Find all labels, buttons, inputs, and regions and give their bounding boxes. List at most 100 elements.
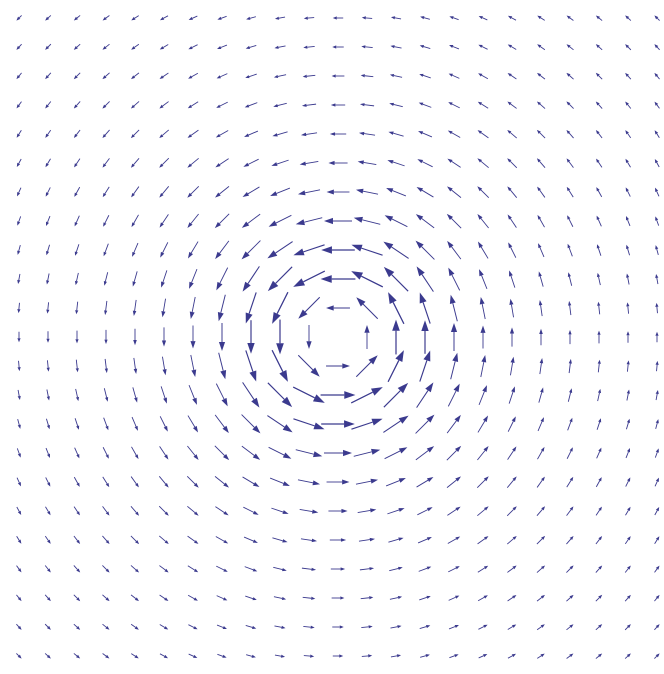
arrow-head [45,16,50,21]
arrow [446,213,462,229]
arrow [417,159,433,168]
arrow-head [47,453,50,458]
arrow [215,186,230,198]
arrow-head [76,654,81,659]
arrow-shaft [596,421,601,430]
arrow-head [626,302,630,307]
arrow [539,357,544,375]
arrow [216,267,229,291]
arrow-head [135,511,140,516]
arrow [273,566,287,572]
arrow-shaft [566,509,572,516]
arrow [274,654,286,658]
arrow-head [371,448,381,455]
arrow-head [332,45,337,49]
arrow-head [102,134,107,139]
arrow-head [45,45,50,50]
arrow [306,325,312,349]
arrow [654,594,660,602]
arrow-shaft [452,46,460,50]
arrow-head [282,424,293,433]
arrow [217,44,228,49]
arrow-shaft [134,15,139,19]
arrow-head [131,222,136,228]
arrow [297,189,321,196]
arrow [103,272,109,286]
arrow-head [73,75,78,80]
arrow [73,15,81,21]
arrow-shaft [306,103,317,106]
arrow [131,186,140,198]
arrow [17,216,22,226]
arrow-head [189,311,195,320]
arrow [566,158,574,168]
arrow-head [481,354,487,363]
arrow-head [477,158,482,163]
arrow-shaft [17,419,20,426]
arrow-head [538,299,543,306]
arrow [626,244,631,256]
arrow [361,16,373,20]
arrow-head [538,271,542,277]
arrow-shaft [421,218,435,229]
arrow-head [342,479,350,485]
arrow-head [567,272,571,277]
arrow-shaft [133,242,139,253]
arrow [625,506,631,516]
arrow-head [190,341,196,349]
arrow [355,355,378,378]
arrow [241,445,261,460]
arrow-shaft [537,655,542,659]
arrow-shaft [76,301,79,311]
arrow [595,506,602,516]
arrow-head [655,273,659,279]
arrow-shaft [76,272,79,282]
arrow [383,266,409,292]
arrow-shaft [361,247,383,256]
arrow-head [446,213,453,220]
arrow [566,624,574,631]
arrow-shaft [292,386,315,399]
arrow-head [102,16,107,21]
arrow-head [358,131,365,136]
arrow-shaft [566,626,571,631]
arrow-head [299,161,306,166]
arrow [654,653,660,659]
arrow-head [193,454,199,460]
arrow-shaft [303,655,311,657]
arrow-shaft [362,219,381,225]
arrow-head [310,367,320,377]
arrow-head [223,568,228,572]
arrow [45,158,51,168]
arrow-head [421,320,429,331]
arrow-shaft [131,416,137,427]
arrow-head [134,597,139,602]
arrow-shaft [656,277,659,285]
arrow [130,476,139,488]
arrow-shaft [654,451,658,458]
arrow-shaft [16,594,20,599]
arrow-head [45,192,49,197]
arrow-shaft [654,539,658,544]
arrow-head [512,595,517,599]
arrow-head [537,15,542,20]
arrow [536,594,545,602]
arrow-shaft [76,43,81,48]
arrow-shaft [625,422,629,430]
arrow-head [626,331,630,336]
arrow [508,386,515,404]
arrow [355,188,379,195]
arrow-head [105,540,110,545]
arrow-head [392,319,400,331]
arrow-shaft [476,479,486,489]
arrow-head [537,186,541,191]
arrow-shaft [215,506,225,513]
arrow-head [16,75,21,80]
arrow-shaft [191,72,199,78]
arrow [478,16,488,21]
arrow-shaft [566,538,572,545]
arrow-head [132,310,137,317]
arrow [507,624,517,630]
arrow [388,292,405,325]
arrow [188,653,198,658]
